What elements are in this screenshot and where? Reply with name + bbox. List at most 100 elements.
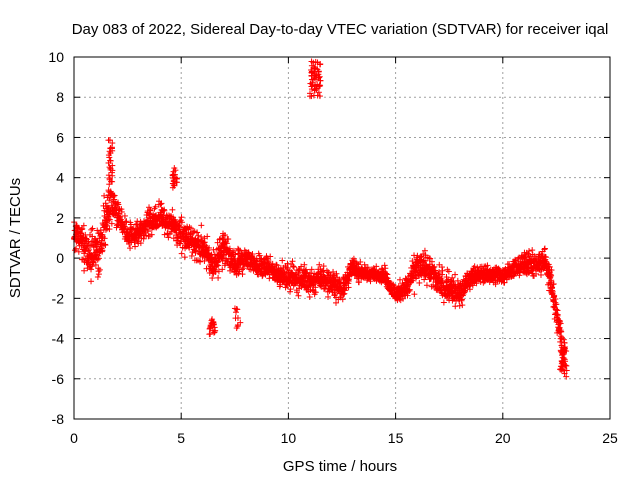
data-point [416, 279, 423, 286]
data-point [381, 262, 388, 269]
data-point [267, 253, 274, 260]
data-point [439, 264, 446, 271]
data-point [558, 328, 565, 335]
data-point [233, 306, 240, 313]
y-tick-label: 2 [56, 210, 64, 226]
data-point [101, 235, 108, 242]
data-point [232, 315, 239, 322]
data-point [173, 179, 180, 186]
data-point [547, 271, 554, 278]
data-point [314, 92, 321, 99]
data-point [206, 331, 213, 338]
data-point [316, 73, 323, 80]
data-point [95, 271, 102, 278]
data-point [428, 258, 435, 265]
data-point [477, 278, 484, 285]
data-point [361, 261, 368, 268]
data-point [172, 216, 179, 223]
data-point [279, 257, 286, 264]
data-point [290, 263, 297, 270]
data-point [93, 238, 100, 245]
data-point [421, 276, 428, 283]
x-tick-label: 20 [495, 430, 511, 446]
data-point [440, 299, 447, 306]
data-point [315, 89, 322, 96]
data-point [89, 225, 96, 232]
data-point [290, 263, 297, 270]
data-point [104, 222, 111, 229]
data-point [121, 212, 128, 219]
data-point [176, 223, 183, 230]
data-point [537, 271, 544, 278]
y-axis-title: SDTVAR / TECUs [7, 178, 24, 298]
data-point [320, 263, 327, 270]
data-point [311, 65, 318, 72]
data-point [294, 289, 301, 296]
data-point [221, 232, 228, 239]
data-point [456, 302, 463, 309]
data-point [132, 243, 139, 250]
data-point [400, 295, 407, 302]
data-point [197, 258, 204, 265]
data-point [445, 276, 452, 283]
data-points [71, 58, 570, 380]
data-point [357, 258, 364, 265]
data-point [289, 258, 296, 265]
data-point [102, 242, 109, 249]
data-point [492, 281, 499, 288]
data-point [452, 271, 459, 278]
data-point [194, 229, 201, 236]
data-point [105, 215, 112, 222]
data-point [458, 296, 465, 303]
data-point [345, 284, 352, 291]
data-point [81, 267, 88, 274]
data-point [145, 228, 152, 235]
data-point [312, 82, 319, 89]
data-point [558, 352, 565, 359]
data-point [473, 280, 480, 287]
x-tick-label: 25 [602, 430, 618, 446]
data-point [332, 299, 339, 306]
data-point [471, 263, 478, 270]
data-point [211, 324, 218, 331]
data-point [206, 244, 213, 251]
data-point [101, 192, 108, 199]
data-point [85, 247, 92, 254]
data-point [98, 237, 105, 244]
data-point [311, 71, 318, 78]
data-point [127, 245, 134, 252]
data-point [188, 225, 195, 232]
data-point [308, 266, 315, 273]
data-point [411, 291, 418, 298]
data-point [316, 261, 323, 268]
data-point [449, 274, 456, 281]
data-point [134, 218, 141, 225]
data-point [273, 262, 280, 269]
data-point [157, 201, 164, 208]
data-point [232, 251, 239, 258]
data-point [88, 278, 95, 285]
y-tick-label: 10 [48, 49, 64, 65]
data-point [317, 77, 324, 84]
data-point [287, 288, 294, 295]
data-point [94, 274, 101, 281]
data-point [230, 247, 237, 254]
data-point [232, 309, 239, 316]
data-point [102, 226, 109, 233]
data-point [560, 347, 567, 354]
data-point [215, 262, 222, 269]
data-point [345, 276, 352, 283]
axes: 0 5 10 15 20 25 -8 -6 -4 -2 0 2 4 6 8 10 [48, 49, 618, 446]
x-tick-label: 15 [388, 430, 404, 446]
data-point [239, 266, 246, 273]
data-point [501, 279, 508, 286]
data-point [106, 164, 113, 171]
data-point [340, 291, 347, 298]
data-point [548, 267, 555, 274]
y-tick-label: -2 [52, 290, 65, 306]
data-point [560, 336, 567, 343]
data-point [108, 220, 115, 227]
y-tick-label: -4 [52, 331, 65, 347]
data-point [315, 68, 322, 75]
